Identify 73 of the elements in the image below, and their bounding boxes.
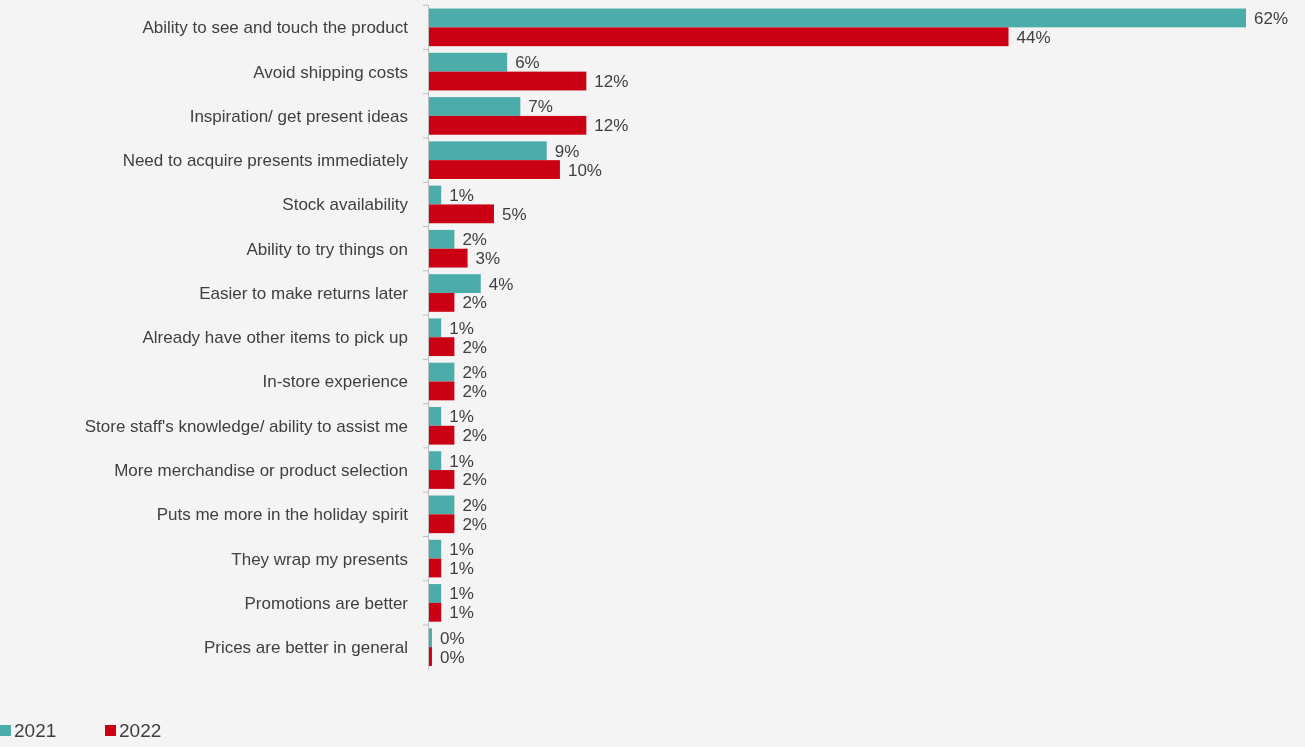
bar [428,248,468,268]
data-label: 3% [475,249,501,269]
y-tick-label: Inspiration/ get present ideas [189,106,408,126]
bar [428,602,442,622]
data-label: 2% [462,426,487,446]
bar [428,495,455,515]
y-tick-label: They wrap my presents [231,549,408,569]
data-label: 1% [449,318,474,338]
y-tick-label: Store staff's knowledge/ ability to assist me [84,416,408,436]
data-label: 2% [462,514,487,534]
data-label: 2% [462,381,487,401]
data-label: 1% [449,540,474,560]
y-tick-label: More merchandise or product selection [114,461,408,481]
data-label: 2% [462,337,487,357]
y-tick-label: In-store experience [262,372,408,392]
data-label: 9% [554,141,580,161]
data-label: 1% [449,558,474,578]
data-label: 12% [594,116,629,136]
bar [428,381,455,401]
y-tick-label: Already have other items to pick up [142,328,408,348]
data-label: 2% [462,495,487,515]
data-label: 2% [462,470,487,490]
bar [428,160,560,179]
data-label: 44% [1016,27,1051,47]
y-tick-label: Need to acquire presents immediately [122,151,409,171]
bar [428,115,587,135]
data-label: 2% [462,230,487,250]
bar [428,318,442,338]
bar [428,8,1246,28]
legend-label: 2022 [119,720,162,741]
data-label: 12% [594,71,629,91]
data-label: 1% [449,603,474,623]
y-tick-label: Easier to make returns later [199,283,409,303]
data-label: 4% [488,274,514,294]
data-label: 5% [501,204,527,224]
bar [428,470,455,489]
bar [428,229,455,249]
y-tick-label: Avoid shipping costs [253,62,408,82]
bar [428,584,442,603]
y-tick-label: Promotions are better [244,593,409,613]
data-label: 2% [462,363,487,383]
y-tick-label: Puts me more in the holiday spirit [156,505,409,525]
data-label: 0% [439,628,465,648]
data-label: 6% [515,53,540,73]
bar [428,274,481,293]
y-tick-label: Prices are better in general [203,638,408,658]
bar [428,337,455,357]
bar [428,406,442,426]
bar [428,425,455,445]
legend-label: 2021 [14,720,57,741]
bar [428,52,508,72]
bar [428,539,442,559]
bar [428,71,587,91]
data-label: 1% [449,584,474,604]
bar [428,292,455,312]
data-label: 7% [528,97,553,117]
bar [428,27,1009,47]
data-label: 2% [462,293,487,313]
data-label: 10% [567,160,602,180]
bar [428,514,455,534]
y-tick-label: Ability to try things on [246,239,408,259]
y-tick-label: Stock availability [282,195,409,215]
data-label: 1% [449,451,474,471]
bar [428,451,442,471]
bar [428,141,547,161]
data-label: 0% [439,647,465,667]
data-label: 62% [1254,8,1289,28]
y-tick-label: Ability to see and touch the product [142,18,409,38]
data-label: 1% [449,407,474,427]
data-label: 1% [449,185,474,205]
bar [428,97,521,116]
bar [428,204,494,224]
bar [428,362,455,382]
